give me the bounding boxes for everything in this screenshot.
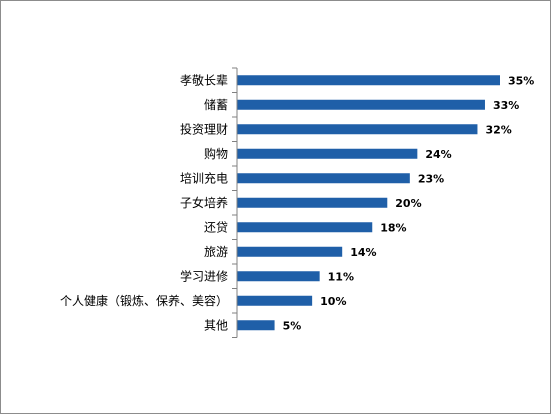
value-label: 20% [395,197,421,210]
value-label: 14% [350,246,376,259]
category-label: 旅游 [204,245,228,259]
bar [237,295,313,306]
category-label: 子女培养 [180,195,228,210]
value-label: 33% [493,99,519,112]
value-label: 10% [320,295,346,308]
category-label: 其他 [204,318,228,332]
bar [237,271,320,282]
category-label: 储蓄 [204,97,228,112]
value-label: 32% [485,123,511,136]
bar [237,75,500,86]
bar [237,320,275,331]
axis-layer [232,67,238,338]
bar [237,124,478,135]
bar [237,173,410,184]
value-label: 35% [508,74,534,87]
category-label: 培训充电 [180,170,228,185]
value-label: 24% [425,148,451,161]
bar [237,246,343,257]
value-label: 5% [283,319,302,332]
category-label: 还贷 [204,220,228,234]
category-label: 孝敬长辈 [180,73,228,87]
value-label: 11% [328,270,354,283]
bar [237,222,373,233]
bar [237,148,418,159]
category-label: 学习进修 [180,268,228,283]
category-label: 个人健康（锻炼、保养、美容） [60,293,228,308]
category-label: 购物 [204,146,228,161]
category-label: 投资理财 [180,121,228,136]
value-label: 18% [380,221,406,234]
bar [237,99,485,110]
labels-layer: 孝敬长辈 35% 储蓄 33% 投资理财 32% 购物 24% 培训充电 23% 子女培养 20% 还贷… [60,73,534,332]
value-label: 23% [418,172,444,185]
bar [237,197,388,208]
bars-layer [237,75,500,331]
